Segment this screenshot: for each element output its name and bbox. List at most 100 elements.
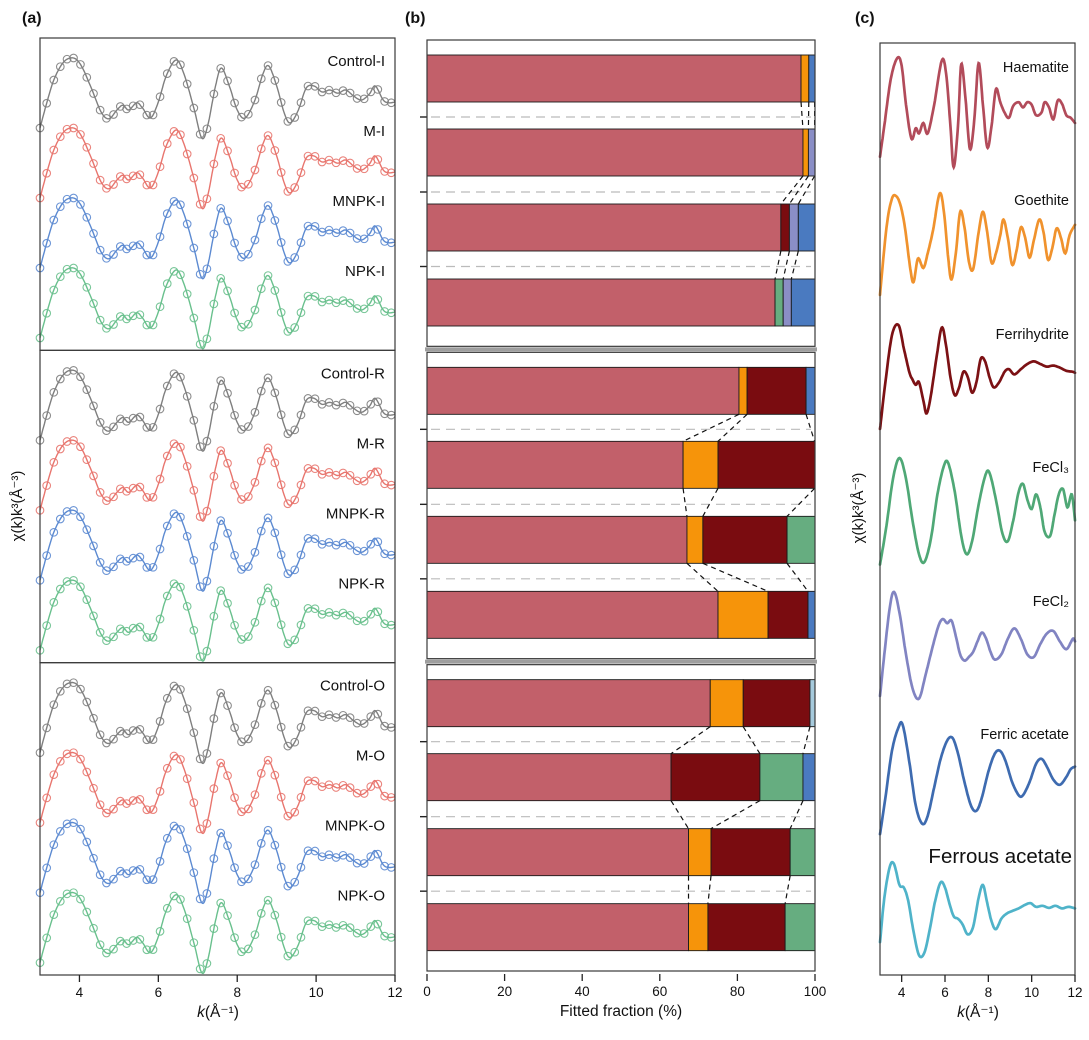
x-axis-tick-label: 10 — [309, 985, 324, 1000]
bar-segment-fecl3 — [774, 278, 784, 327]
data-point-marker — [256, 386, 266, 396]
data-point-marker — [202, 889, 212, 898]
data-point-marker — [373, 85, 383, 94]
data-point-marker — [290, 495, 300, 505]
segment-connector-line — [702, 488, 719, 517]
data-point-marker — [128, 553, 138, 563]
data-point-marker — [296, 480, 306, 490]
sample-curve-control-r — [39, 369, 396, 452]
data-point-marker — [162, 381, 172, 391]
data-point-marker — [109, 562, 118, 572]
x-axis-tick-label: 100 — [804, 984, 827, 999]
data-point-marker — [55, 374, 65, 384]
bar-segment-ferrihydrite — [742, 679, 811, 728]
data-point-marker — [359, 546, 369, 556]
data-point-marker — [142, 110, 152, 120]
data-point-marker — [345, 783, 355, 792]
data-point-marker — [230, 238, 239, 248]
data-point-marker — [310, 916, 320, 926]
data-point-marker — [345, 400, 355, 410]
stacked-bar-npk-i — [426, 278, 816, 327]
panel-a-x-axis-label-units: (Å⁻¹) — [204, 1004, 239, 1021]
data-point-marker — [176, 512, 185, 522]
data-point-marker — [95, 800, 105, 810]
data-point-marker — [182, 914, 192, 924]
panel-c-x-axis-label-units: (Å⁻¹) — [964, 1004, 999, 1021]
data-point-marker — [142, 250, 152, 260]
data-point-marker — [310, 464, 320, 474]
bar-segment-goethite — [709, 679, 744, 728]
bar-segment-haematite — [426, 590, 719, 639]
data-point-marker — [76, 582, 85, 592]
reference-label: FeCl₃ — [1032, 460, 1069, 476]
data-point-marker — [62, 889, 72, 899]
data-point-marker — [42, 481, 52, 490]
data-point-marker — [195, 652, 205, 661]
data-point-marker — [135, 310, 145, 320]
reference-label: Ferrous acetate — [928, 845, 1072, 868]
data-point-marker — [310, 82, 320, 91]
data-point-marker — [55, 202, 65, 212]
data-point-marker — [373, 919, 383, 929]
section-separator — [425, 659, 817, 664]
data-point-marker — [223, 216, 232, 226]
data-point-marker — [373, 779, 383, 789]
data-point-marker — [176, 270, 185, 280]
data-point-marker — [250, 305, 260, 315]
data-point-marker — [256, 456, 266, 466]
data-point-marker — [290, 323, 300, 332]
data-point-marker — [256, 839, 266, 848]
sample-curve-mnpk-r — [39, 509, 396, 592]
data-point-marker — [310, 292, 320, 301]
bar-segment-ferrihydrite — [767, 590, 809, 639]
data-point-marker — [95, 175, 105, 185]
data-point-marker — [359, 406, 369, 416]
data-point-marker — [135, 170, 145, 180]
data-point-marker — [195, 824, 205, 834]
data-point-marker — [62, 194, 72, 204]
bar-segment-ferric-acetate — [797, 203, 816, 252]
data-point-marker — [162, 279, 172, 288]
segment-connector-line — [682, 413, 740, 442]
data-point-marker — [55, 132, 65, 142]
sample-curve-m-r — [39, 439, 396, 522]
data-point-marker — [276, 722, 286, 732]
data-point-marker — [49, 910, 59, 920]
data-point-marker — [230, 98, 239, 108]
data-point-marker — [128, 623, 138, 633]
data-point-marker — [49, 75, 59, 85]
data-point-marker — [359, 476, 369, 486]
data-point-marker — [216, 586, 226, 595]
data-point-marker — [49, 387, 59, 397]
bar-segment-haematite — [426, 54, 802, 103]
bar-segment-ferric-acetate — [807, 590, 816, 639]
bar-segment-ferrihydrite — [702, 515, 788, 564]
data-point-marker — [128, 101, 138, 111]
data-point-marker — [216, 446, 226, 455]
data-point-marker — [243, 179, 253, 189]
data-point-marker — [95, 315, 105, 325]
data-point-marker — [216, 688, 226, 698]
segment-connector-line — [742, 726, 761, 754]
data-point-marker — [155, 717, 165, 726]
data-point-marker — [243, 632, 253, 641]
bar-segment-haematite — [426, 278, 776, 327]
data-point-marker — [148, 320, 158, 330]
data-point-marker — [270, 598, 280, 608]
data-point-marker — [135, 864, 145, 874]
data-point-marker — [223, 286, 232, 296]
data-point-marker — [216, 273, 226, 283]
data-point-marker — [276, 550, 286, 560]
segment-connector-line — [782, 250, 790, 280]
data-point-marker — [189, 555, 199, 565]
data-point-marker — [345, 923, 355, 932]
bar-segment-haematite — [426, 366, 740, 415]
panel-b-x-axis-label: Fitted fraction (%) — [559, 1003, 683, 1020]
data-point-marker — [55, 514, 65, 524]
data-point-marker — [250, 407, 260, 417]
data-point-marker — [270, 528, 280, 538]
data-point-marker — [76, 442, 85, 452]
bar-segment-goethite — [686, 515, 704, 564]
data-point-marker — [109, 874, 118, 884]
data-point-marker — [128, 311, 138, 321]
